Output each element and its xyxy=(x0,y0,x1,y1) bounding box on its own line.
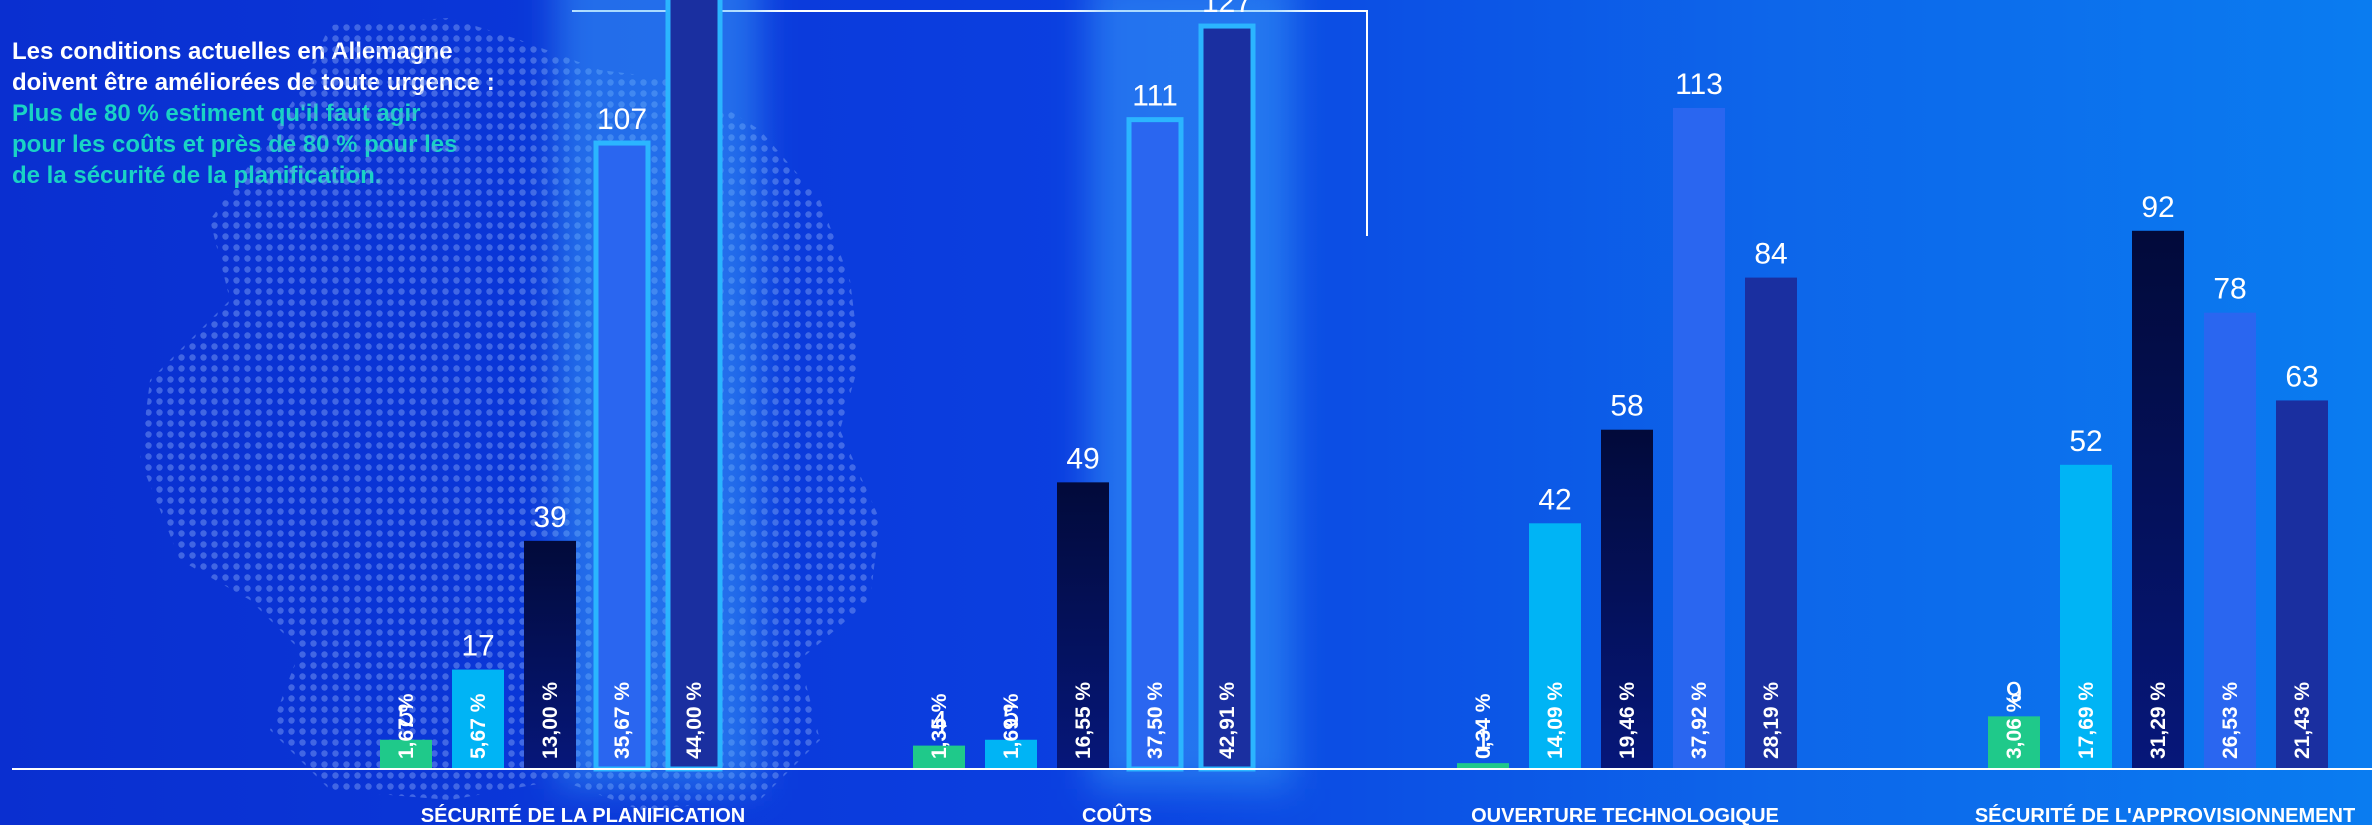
bar-percent-label: 37,92 % xyxy=(1688,682,1711,759)
bar-percent-label: 1,67 % xyxy=(395,693,418,759)
bar-value-label: 17 xyxy=(461,630,494,663)
bar-value-label: 58 xyxy=(1610,390,1643,423)
bar-percent-label: 14,09 % xyxy=(1544,682,1567,759)
bar-percent-label: 1,69 % xyxy=(1000,693,1023,759)
bar-value-label: 42 xyxy=(1538,483,1571,516)
bar-value-label: 5 xyxy=(398,700,415,733)
category-label: SÉCURITÉ DE LA PLANIFICATION xyxy=(421,804,745,825)
bar xyxy=(2204,312,2256,769)
bar xyxy=(1673,107,1725,769)
bar-value-label: 1 xyxy=(1475,723,1492,756)
bar xyxy=(1529,523,1581,769)
bar-percent-label: 13,00 % xyxy=(539,682,562,759)
bar xyxy=(2132,230,2184,770)
bar-percent-label: 31,29 % xyxy=(2147,682,2170,759)
bar xyxy=(1457,763,1509,769)
bar-percent-label: 26,53 % xyxy=(2219,682,2242,759)
category-labels: SÉCURITÉ DE LA PLANIFICATION COÛTS OUVERTU… xyxy=(421,803,2355,825)
germany-map-dots xyxy=(140,18,880,810)
bar-value-label: 84 xyxy=(1754,238,1787,271)
category-label: COÛTS xyxy=(1082,803,1152,825)
category-label: SÉCURITÉ DE L'APPROVISIONNEMENT xyxy=(1975,804,2355,825)
bar-value-label: 92 xyxy=(2141,191,2174,224)
bar xyxy=(985,739,1037,769)
bar-value-label: 107 xyxy=(597,103,647,136)
bar-percent-label: 28,19 % xyxy=(1760,682,1783,759)
bar-percent-label: 19,46 % xyxy=(1616,682,1639,759)
bar-value-label: 39 xyxy=(533,501,566,534)
bar-percent-label: 3,06 % xyxy=(2003,693,2026,759)
bar xyxy=(913,745,965,769)
bar-percent-label: 16,55 % xyxy=(1072,682,1095,759)
bar-percent-label: 42,91 % xyxy=(1216,682,1239,759)
bar-percent-label: 17,69 % xyxy=(2075,682,2098,759)
bar xyxy=(1601,429,1653,769)
frame-top-line xyxy=(572,10,1368,12)
bar-percent-label: 44,00 % xyxy=(683,682,706,759)
bar xyxy=(665,0,723,772)
category-label: OUVERTURE TECHNOLOGIQUE xyxy=(1471,805,1779,825)
bar-value-label: 5 xyxy=(1003,700,1020,733)
bar xyxy=(452,669,504,769)
bar-value-label: 113 xyxy=(1675,68,1723,101)
bar xyxy=(1057,482,1109,769)
highlight-glows xyxy=(556,0,1293,790)
bar xyxy=(2276,400,2328,769)
bar xyxy=(1988,716,2040,769)
bar xyxy=(380,739,432,769)
bar xyxy=(524,540,576,769)
bar-percent-label: 35,67 % xyxy=(611,682,634,759)
highlight-glow xyxy=(1089,0,1293,790)
bar xyxy=(1745,277,1797,769)
frame-right-line xyxy=(1366,10,1368,236)
bar xyxy=(593,140,651,772)
bar xyxy=(1126,117,1184,772)
highlight-glow xyxy=(556,0,760,790)
bar-percent-label: 5,67 % xyxy=(467,693,490,759)
bar-percent-label: 1,35 % xyxy=(928,693,951,759)
bar-percent-label: 21,43 % xyxy=(2291,682,2314,759)
bar-value-label: 52 xyxy=(2069,425,2102,458)
bar-value-label: 63 xyxy=(2285,360,2318,393)
bar-value-label: 49 xyxy=(1066,442,1099,475)
bar-value-label: 9 xyxy=(2006,676,2023,709)
bar xyxy=(2060,464,2112,769)
bar-value-label: 111 xyxy=(1132,80,1178,113)
bar-value-label: 127 xyxy=(1202,0,1252,19)
bar xyxy=(1198,23,1256,772)
bar-percent-label: 0,34 % xyxy=(1472,693,1495,759)
bar-value-label: 78 xyxy=(2213,273,2246,306)
bar-value-label: 4 xyxy=(931,706,948,739)
bar-percent-label: 37,50 % xyxy=(1144,682,1167,759)
